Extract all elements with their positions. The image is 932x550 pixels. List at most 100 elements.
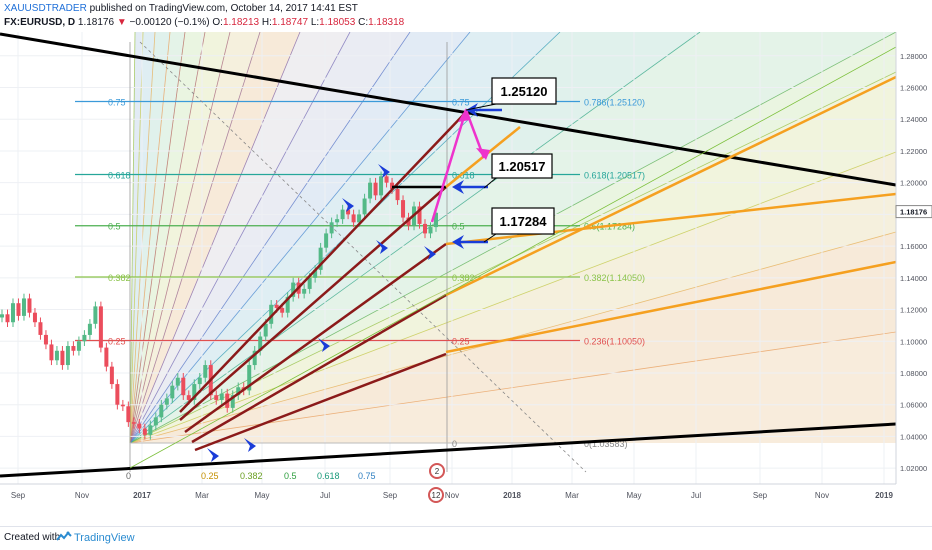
candle-body bbox=[401, 200, 406, 218]
candle-body bbox=[252, 350, 257, 366]
gann-ray bbox=[129, 32, 471, 444]
candle-body bbox=[142, 428, 147, 435]
candle-body bbox=[131, 422, 136, 424]
time-tick: Sep bbox=[753, 491, 768, 500]
event-badge-text: 2 bbox=[435, 467, 440, 476]
time-tick: Nov bbox=[445, 491, 459, 500]
time-tick: May bbox=[254, 491, 269, 500]
gann-ray bbox=[129, 32, 231, 444]
price-tick: 1.22000 bbox=[900, 147, 927, 156]
author-link[interactable]: XAUUSDTRADER bbox=[4, 3, 87, 14]
price-tick: 1.14000 bbox=[900, 274, 927, 283]
magenta-arrow-up bbox=[430, 109, 468, 223]
blue-marker-icon bbox=[342, 198, 354, 212]
candle-body bbox=[269, 304, 274, 324]
price-tick: 1.10000 bbox=[900, 337, 927, 346]
green-ray bbox=[129, 46, 896, 469]
candle-body bbox=[406, 217, 411, 226]
orange-fan-line bbox=[445, 75, 896, 297]
last-price-label: 1.18176 bbox=[900, 208, 927, 217]
gann-ray bbox=[129, 32, 351, 444]
candle-body bbox=[10, 303, 15, 323]
diagonal-guide bbox=[139, 41, 587, 473]
fib-left-label: 0.5 bbox=[108, 222, 121, 232]
candle-body bbox=[434, 212, 438, 228]
candle-body bbox=[302, 288, 307, 294]
fib-level-label: 0.618(1.20517) bbox=[584, 170, 645, 180]
callout-box bbox=[491, 77, 557, 105]
candle-body bbox=[379, 176, 384, 196]
drawn-trendlines bbox=[0, 32, 896, 478]
candle-body bbox=[60, 350, 65, 366]
footer-bar: Created with TradingView bbox=[0, 526, 932, 549]
fib-left-label: 0.618 bbox=[108, 170, 131, 180]
last-price: 1.18176 bbox=[77, 17, 115, 28]
candle-body bbox=[230, 395, 235, 408]
annotations: 1.25120 1.20517 1.17284 2 12 bbox=[207, 77, 557, 503]
tradingview-logo-icon bbox=[56, 531, 72, 546]
candle-body bbox=[329, 222, 334, 234]
time-tick: 2017 bbox=[133, 491, 151, 500]
ohlc-low-value: 1.18053 bbox=[319, 17, 356, 28]
fan-mid-label: 0.618 bbox=[452, 170, 475, 180]
candle-body bbox=[373, 182, 378, 196]
callout-leader bbox=[483, 177, 497, 189]
gann-ray bbox=[129, 331, 896, 444]
fib-level-label: 0.382(1.14050) bbox=[584, 273, 645, 283]
blue-arrowhead-icon bbox=[452, 180, 464, 194]
price-tick: 1.08000 bbox=[900, 369, 927, 378]
candle-body bbox=[82, 334, 87, 342]
gann-ray bbox=[129, 32, 136, 444]
publication-line: XAUUSDTRADER published on TradingView.co… bbox=[4, 3, 358, 15]
gann-ray bbox=[129, 32, 171, 444]
candle-body bbox=[214, 395, 219, 400]
fib-level-label: 0.236(1.10050) bbox=[584, 336, 645, 346]
price-axis-bg bbox=[896, 32, 932, 520]
gann-ray bbox=[129, 32, 411, 444]
candle-body bbox=[65, 346, 70, 366]
change-arrow-icon: ▼ bbox=[116, 17, 127, 28]
candle-body bbox=[21, 298, 26, 316]
candle-body bbox=[76, 341, 81, 351]
callout-text: 1.17284 bbox=[500, 214, 548, 229]
candle-body bbox=[351, 214, 356, 223]
upper-trendline bbox=[0, 32, 896, 187]
ohlc-close-label: C: bbox=[358, 17, 369, 28]
time-axis[interactable]: Sep Nov 2017 Mar May Jul Sep Nov 2018 Mar May Jul Se… bbox=[0, 483, 896, 500]
fan-bottom-label: 0.618 bbox=[317, 471, 340, 481]
magenta-arrowhead-icon bbox=[476, 148, 490, 160]
candle-body bbox=[395, 189, 400, 201]
candle-body bbox=[175, 377, 180, 386]
candle-body bbox=[0, 314, 4, 318]
event-badge-icon bbox=[428, 487, 444, 503]
price-tick: 1.04000 bbox=[900, 432, 927, 441]
symbol-label[interactable]: FX:EURUSD, D bbox=[4, 17, 76, 28]
tradingview-brand[interactable]: TradingView bbox=[74, 532, 135, 544]
candle-body bbox=[428, 227, 433, 234]
candle-body bbox=[170, 385, 175, 399]
price-tick: 1.20000 bbox=[900, 179, 927, 188]
price-tick: 1.16000 bbox=[900, 242, 927, 251]
candle-body bbox=[148, 425, 153, 435]
fan-mid-label: 0 bbox=[452, 439, 457, 449]
candle-body bbox=[43, 334, 48, 345]
candle-body bbox=[318, 247, 323, 270]
time-tick: Jul bbox=[691, 491, 701, 500]
callout-text: 1.25120 bbox=[501, 84, 548, 99]
candle-body bbox=[159, 404, 164, 418]
price-tick: 1.28000 bbox=[900, 52, 927, 61]
candle-body bbox=[38, 322, 43, 335]
fan-mid-label: 0.25 bbox=[452, 336, 470, 346]
gann-ray bbox=[129, 32, 301, 444]
price-chart[interactable]: 0.786(1.25120) 0.75 0.75 0.618(1.20517) 0.61… bbox=[0, 32, 932, 520]
blue-marker-icon bbox=[376, 240, 388, 254]
candle-body bbox=[27, 298, 32, 313]
fan-bottom-label: 0.5 bbox=[284, 471, 297, 481]
time-tick: Mar bbox=[195, 491, 209, 500]
price-axis[interactable]: 1.280001.260001.240001.220001.200001.180… bbox=[895, 32, 932, 520]
time-tick: Nov bbox=[815, 491, 829, 500]
created-with-text: Created with bbox=[4, 532, 61, 543]
callout-box bbox=[491, 153, 553, 179]
candle-body bbox=[313, 269, 318, 278]
time-tick: Jul bbox=[320, 491, 330, 500]
